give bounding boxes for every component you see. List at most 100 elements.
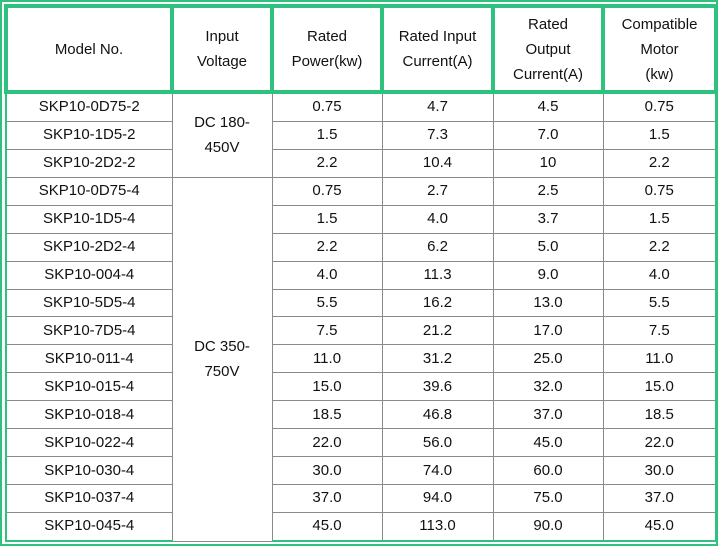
- table-header: Model No. Input Voltage Rated Power(kw) Rated…: [4, 4, 718, 94]
- model-cell: SKP10-004-4: [5, 260, 173, 290]
- rated-power-cell: 0.75: [271, 176, 383, 206]
- model-cell: SKP10-045-4: [5, 511, 173, 542]
- column-header-rated-input-current: Rated Input Current(A): [380, 4, 495, 94]
- rated-input-current-cell: 4.7: [381, 89, 494, 122]
- rated-power-cell: 1.5: [271, 204, 383, 234]
- header-line: Model No.: [54, 40, 124, 58]
- rated-output-current-cell: 37.0: [492, 400, 604, 430]
- rated-input-current-cell: 46.8: [381, 400, 494, 430]
- model-cell: SKP10-0D75-4: [5, 176, 173, 206]
- motor-cell: 2.2: [602, 148, 717, 178]
- voltage-line: DC 180-: [194, 114, 250, 132]
- rated-input-current-cell: 11.3: [381, 260, 494, 290]
- rated-input-current-cell: 31.2: [381, 344, 494, 374]
- table-row: SKP10-015-4 15.0 39.6 32.0 15.0: [5, 372, 717, 402]
- rated-input-current-cell: 94.0: [381, 483, 494, 513]
- column-header-model-no: Model No.: [4, 4, 174, 94]
- model-cell: SKP10-018-4: [5, 400, 173, 430]
- header-line: Compatible: [621, 15, 698, 33]
- header-line: Voltage: [196, 53, 248, 70]
- rated-output-current-cell: 13.0: [492, 288, 604, 318]
- rated-input-current-cell: 2.7: [381, 176, 494, 206]
- rated-input-current-cell: 74.0: [381, 456, 494, 485]
- table-row: SKP10-004-4 4.0 11.3 9.0 4.0: [5, 260, 717, 290]
- rated-output-current-cell: 90.0: [492, 511, 604, 542]
- table-row: SKP10-030-4 30.0 74.0 60.0 30.0: [5, 456, 717, 485]
- column-header-rated-output-current: Rated Output Current(A): [491, 4, 605, 94]
- model-cell: SKP10-0D75-2: [5, 89, 173, 122]
- model-cell: SKP10-015-4: [5, 372, 173, 402]
- motor-cell: 15.0: [602, 372, 717, 402]
- motor-cell: 0.75: [602, 89, 717, 122]
- rated-power-cell: 11.0: [271, 344, 383, 374]
- column-header-input-voltage: Input Voltage: [170, 4, 274, 94]
- motor-cell: 11.0: [602, 344, 717, 374]
- table-row: SKP10-5D5-4 5.5 16.2 13.0 5.5: [5, 288, 717, 318]
- rated-output-current-cell: 75.0: [492, 483, 604, 513]
- table-row: SKP10-022-4 22.0 56.0 45.0 22.0: [5, 428, 717, 458]
- model-cell: SKP10-2D2-4: [5, 232, 173, 262]
- motor-cell: 2.2: [602, 232, 717, 262]
- rated-output-current-cell: 60.0: [492, 456, 604, 485]
- model-cell: SKP10-7D5-4: [5, 316, 173, 346]
- table-row: SKP10-045-4 45.0 113.0 90.0 45.0: [5, 511, 717, 542]
- rated-output-current-cell: 32.0: [492, 372, 604, 402]
- rated-power-cell: 7.5: [271, 316, 383, 346]
- table-body: SKP10-0D75-2 DC 180- 450V 0.75 4.7 4.5 0.75 SKP…: [5, 89, 717, 542]
- motor-cell: 1.5: [602, 204, 717, 234]
- column-header-rated-power: Rated Power(kw): [270, 4, 384, 94]
- header-line: Motor: [640, 40, 679, 58]
- table-row: SKP10-7D5-4 7.5 21.2 17.0 7.5: [5, 316, 717, 346]
- model-cell: SKP10-5D5-4: [5, 288, 173, 318]
- voltage-line: 750V: [204, 363, 240, 381]
- motor-cell: 7.5: [602, 316, 717, 346]
- rated-input-current-cell: 10.4: [381, 148, 494, 178]
- motor-cell: 37.0: [602, 483, 717, 513]
- motor-cell: 1.5: [602, 120, 717, 150]
- model-cell: SKP10-2D2-2: [5, 148, 173, 178]
- rated-power-cell: 18.5: [271, 400, 383, 430]
- rated-output-current-cell: 10: [492, 148, 604, 178]
- rated-input-current-cell: 4.0: [381, 204, 494, 234]
- rated-output-current-cell: 25.0: [492, 344, 604, 374]
- rated-output-current-cell: 45.0: [492, 428, 604, 458]
- header-line: Power(kw): [291, 53, 363, 70]
- header-line: Rated: [306, 28, 348, 45]
- table-row: SKP10-2D2-2 2.2 10.4 10 2.2: [5, 148, 717, 178]
- rated-output-current-cell: 2.5: [492, 176, 604, 206]
- input-voltage-cell: DC 180- 450V: [171, 89, 273, 178]
- rated-output-current-cell: 5.0: [492, 232, 604, 262]
- motor-cell: 30.0: [602, 456, 717, 485]
- model-cell: SKP10-1D5-4: [5, 204, 173, 234]
- model-cell: SKP10-011-4: [5, 344, 173, 374]
- rated-power-cell: 5.5: [271, 288, 383, 318]
- header-line: Input: [205, 28, 239, 45]
- rated-input-current-cell: 113.0: [381, 511, 494, 542]
- rated-output-current-cell: 7.0: [492, 120, 604, 150]
- rated-power-cell: 4.0: [271, 260, 383, 290]
- model-cell: SKP10-022-4: [5, 428, 173, 458]
- table-row: SKP10-011-4 11.0 31.2 25.0 11.0: [5, 344, 717, 374]
- table-row: SKP10-2D2-4 2.2 6.2 5.0 2.2: [5, 232, 717, 262]
- header-line: Rated Input: [398, 28, 477, 45]
- table-row: SKP10-037-4 37.0 94.0 75.0 37.0: [5, 483, 717, 513]
- table-row: SKP10-1D5-4 1.5 4.0 3.7 1.5: [5, 204, 717, 234]
- model-cell: SKP10-030-4: [5, 456, 173, 485]
- voltage-line: 450V: [204, 139, 240, 157]
- spec-table: Model No. Input Voltage Rated Power(kw) Rated…: [4, 4, 718, 542]
- rated-power-cell: 22.0: [271, 428, 383, 458]
- voltage-line: DC 350-: [194, 338, 250, 356]
- table-row: SKP10-018-4 18.5 46.8 37.0 18.5: [5, 400, 717, 430]
- rated-input-current-cell: 16.2: [381, 288, 494, 318]
- rated-input-current-cell: 6.2: [381, 232, 494, 262]
- motor-cell: 4.0: [602, 260, 717, 290]
- rated-input-current-cell: 39.6: [381, 372, 494, 402]
- rated-output-current-cell: 17.0: [492, 316, 604, 346]
- header-line: Rated: [527, 15, 569, 33]
- rated-input-current-cell: 56.0: [381, 428, 494, 458]
- header-line: Output: [525, 40, 571, 58]
- motor-cell: 45.0: [602, 511, 717, 542]
- model-cell: SKP10-037-4: [5, 483, 173, 513]
- column-header-compatible-motor: Compatible Motor (kw): [601, 4, 718, 94]
